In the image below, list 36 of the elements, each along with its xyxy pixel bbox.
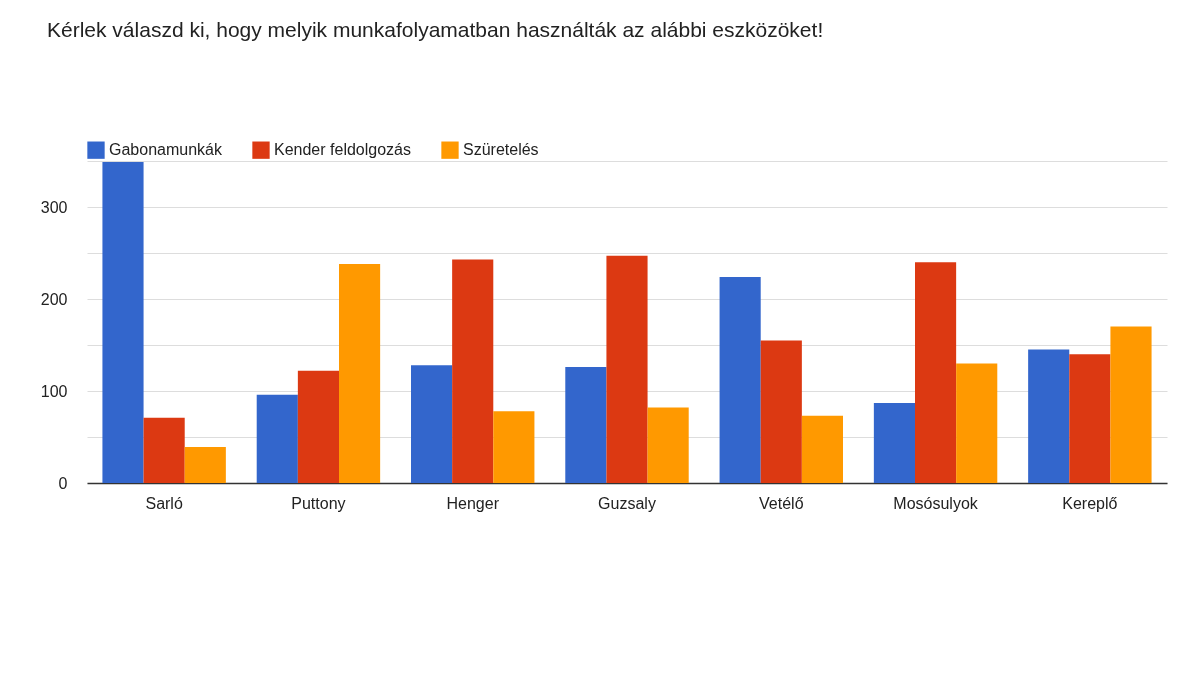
bar <box>760 340 802 483</box>
chart-title: Kérlek válaszd ki, hogy melyik munkafolyamatban használták az alábbi eszközöket! <box>47 18 824 41</box>
bar <box>1110 326 1152 483</box>
bar <box>102 161 144 483</box>
bar <box>873 402 915 483</box>
x-tick-label: Sarló <box>145 494 183 512</box>
bar <box>297 370 339 483</box>
bar <box>915 262 957 483</box>
bar <box>1069 354 1111 483</box>
legend-label: Szüretelés <box>463 141 539 159</box>
x-tick-label: Guzsaly <box>598 494 656 512</box>
y-tick-label: 0 <box>58 474 68 492</box>
bar <box>184 447 226 483</box>
y-tick-label: 300 <box>40 198 68 216</box>
bar <box>956 363 998 483</box>
x-tick-label: Henger <box>446 494 500 512</box>
bar <box>801 415 843 483</box>
bar <box>1028 349 1070 483</box>
bar <box>452 259 494 483</box>
bar <box>143 417 185 483</box>
x-tick-label: Mosósulyok <box>893 494 979 512</box>
bar <box>647 407 689 483</box>
x-tick-label: Puttony <box>291 494 346 512</box>
bar <box>719 276 761 483</box>
legend-label: Kender feldolgozás <box>274 141 411 159</box>
bar <box>256 394 298 483</box>
x-tick-label: Vetélő <box>759 494 804 512</box>
y-tick-label: 100 <box>40 382 68 400</box>
bar <box>565 367 607 483</box>
legend-label: Gabonamunkák <box>109 141 223 159</box>
bar <box>411 365 453 483</box>
bar <box>493 411 535 483</box>
bar <box>606 255 648 483</box>
bar <box>339 264 381 483</box>
x-tick-label: Kereplő <box>1062 494 1118 512</box>
y-tick-label: 200 <box>40 290 68 308</box>
